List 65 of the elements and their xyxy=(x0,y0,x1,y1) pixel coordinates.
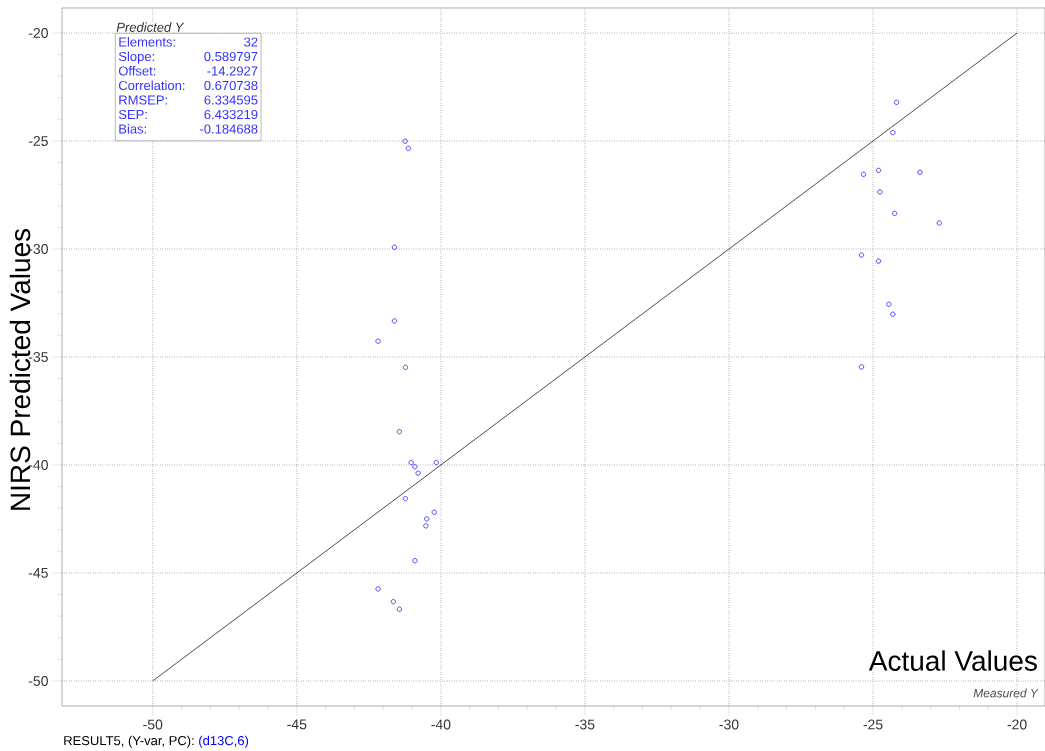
x-tick-label: -50 xyxy=(143,719,163,730)
point xyxy=(396,429,403,435)
point xyxy=(860,171,867,177)
annotation: 32 xyxy=(244,37,258,47)
x-tick-label: -25 xyxy=(863,719,883,730)
point xyxy=(858,364,865,370)
point xyxy=(405,145,411,152)
point xyxy=(396,606,403,612)
y-tick-label: -35 xyxy=(28,352,48,362)
point xyxy=(875,167,882,174)
point xyxy=(408,459,414,466)
annotation: 6.334595 xyxy=(204,95,258,105)
point xyxy=(402,364,409,370)
point xyxy=(391,244,398,250)
point xyxy=(402,138,408,144)
annotation: 0.589797 xyxy=(204,51,258,62)
point xyxy=(877,189,883,195)
annotation: 0.670738 xyxy=(204,80,258,91)
annotation: Correlation: xyxy=(118,80,185,91)
point xyxy=(402,496,409,502)
x-tick-label: -20 xyxy=(1007,719,1027,730)
point xyxy=(858,252,865,258)
point xyxy=(890,129,896,136)
x-tick-label: -40 xyxy=(431,719,451,730)
annotation: Slope: xyxy=(118,51,154,64)
y-tick-label: -40 xyxy=(28,460,48,470)
annotation: SEP: xyxy=(118,109,147,120)
point xyxy=(433,459,439,466)
annotation: RMSEP: xyxy=(119,95,167,105)
y-tick-label: -45 xyxy=(28,568,48,578)
point xyxy=(875,258,882,264)
point xyxy=(375,338,381,344)
point xyxy=(890,311,896,317)
point xyxy=(423,523,429,529)
annotation: Bias: xyxy=(119,124,146,134)
y-tick-label: -25 xyxy=(28,136,48,146)
point xyxy=(936,220,942,226)
point xyxy=(375,586,381,592)
x-tick-label: -30 xyxy=(719,719,739,730)
text: (d13C,6) xyxy=(199,735,249,748)
point xyxy=(415,470,421,476)
point xyxy=(412,464,418,470)
point xyxy=(917,169,923,175)
point xyxy=(391,318,398,324)
x-tick-label: -35 xyxy=(575,719,595,730)
point xyxy=(891,210,898,217)
point xyxy=(390,599,396,605)
x-axis-title: Actual Values xyxy=(868,650,1037,671)
point xyxy=(424,516,430,522)
annotation: 6.433219 xyxy=(204,109,258,120)
text: RESULT5, (Y-var, PC): xyxy=(64,735,194,748)
annotation: -0.184688 xyxy=(200,124,258,134)
annotation: Predicted Y xyxy=(116,22,185,32)
x-tick-label: -45 xyxy=(287,719,307,730)
y-axis-title: NIRS Predicted Values xyxy=(9,228,31,510)
point xyxy=(893,99,900,106)
y-tick-label: -50 xyxy=(28,675,48,686)
point xyxy=(412,557,418,564)
y-tick-label: -20 xyxy=(28,28,48,38)
point xyxy=(886,301,892,307)
annotation: -14.2927 xyxy=(207,66,258,76)
annotation: Offset: xyxy=(118,66,156,76)
point xyxy=(431,509,437,515)
annotation: Measured Y xyxy=(973,688,1039,698)
annotation: Elements: xyxy=(119,37,175,47)
